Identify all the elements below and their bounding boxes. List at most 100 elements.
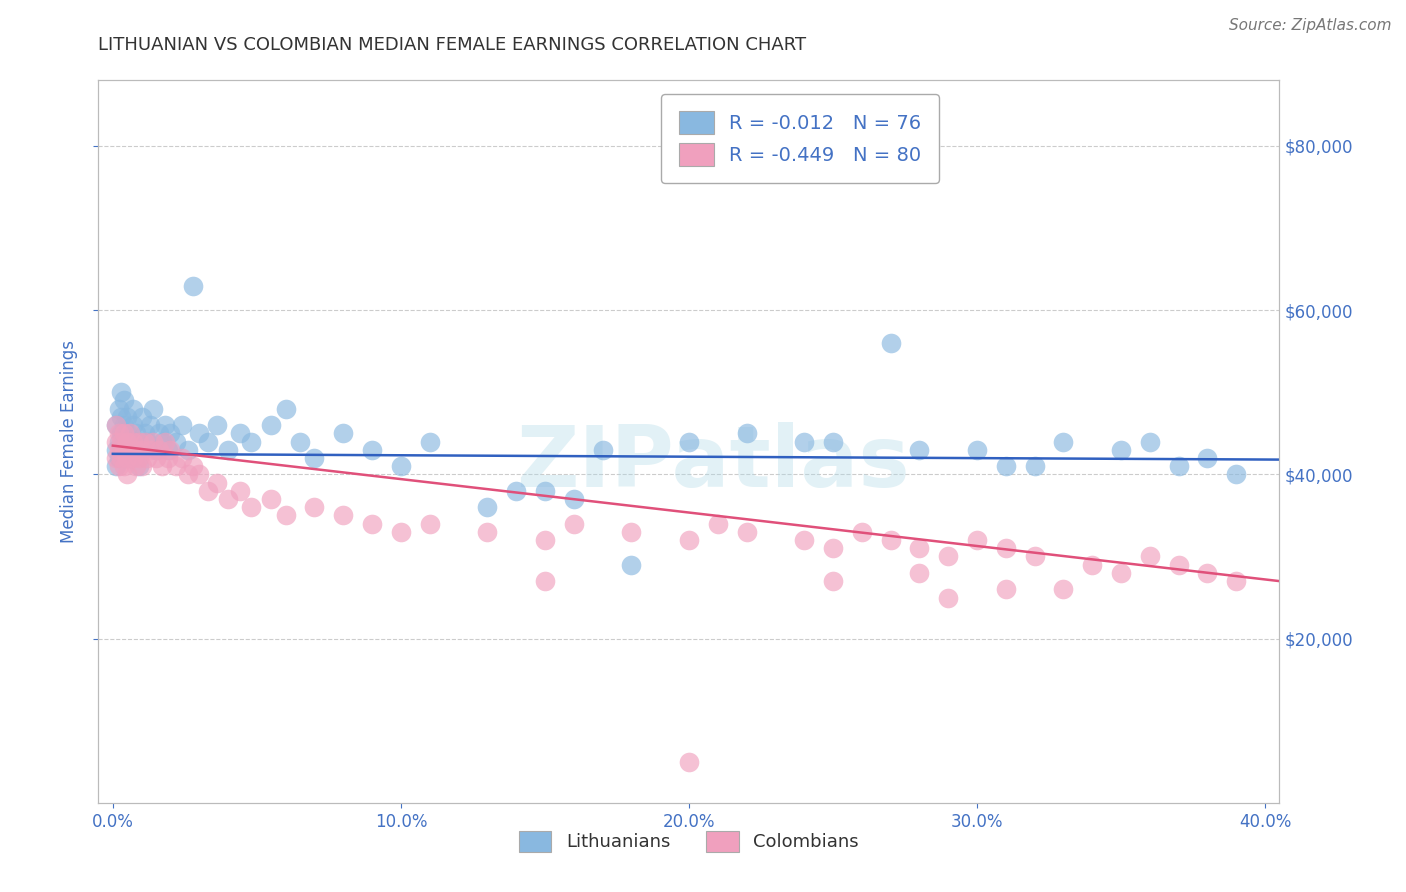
Text: LITHUANIAN VS COLOMBIAN MEDIAN FEMALE EARNINGS CORRELATION CHART: LITHUANIAN VS COLOMBIAN MEDIAN FEMALE EA…: [98, 36, 807, 54]
Point: [735, 426, 758, 441]
Point: [128, 434, 150, 449]
Point: [188, 426, 211, 441]
Point: [994, 459, 1017, 474]
Point: [1052, 434, 1074, 449]
Point: [936, 549, 959, 564]
Point: [134, 426, 156, 441]
Point: [139, 418, 162, 433]
Point: [1109, 566, 1132, 580]
Point: [678, 755, 700, 769]
Point: [562, 491, 585, 506]
Point: [361, 442, 384, 457]
Point: [288, 434, 311, 449]
Point: [153, 418, 176, 433]
Point: [1024, 459, 1046, 474]
Point: [1167, 558, 1189, 572]
Point: [1225, 574, 1247, 588]
Point: [159, 442, 181, 457]
Point: [793, 533, 815, 547]
Point: [1197, 450, 1219, 465]
Point: [156, 442, 179, 457]
Point: [115, 467, 138, 482]
Point: [139, 442, 162, 457]
Point: [419, 516, 441, 531]
Point: [592, 442, 614, 457]
Point: [170, 418, 193, 433]
Point: [678, 533, 700, 547]
Point: [260, 418, 283, 433]
Point: [879, 533, 901, 547]
Point: [197, 434, 219, 449]
Point: [908, 566, 931, 580]
Point: [159, 426, 181, 441]
Point: [148, 426, 170, 441]
Point: [170, 450, 193, 465]
Point: [177, 442, 200, 457]
Point: [112, 442, 135, 457]
Point: [994, 582, 1017, 597]
Point: [165, 434, 187, 449]
Point: [142, 401, 165, 416]
Point: [122, 401, 145, 416]
Point: [706, 516, 728, 531]
Point: [534, 483, 557, 498]
Legend: Lithuanians, Colombians: Lithuanians, Colombians: [512, 823, 866, 859]
Point: [274, 401, 297, 416]
Point: [205, 418, 228, 433]
Point: [104, 418, 127, 433]
Point: [104, 442, 127, 457]
Point: [966, 442, 988, 457]
Point: [332, 426, 354, 441]
Point: [104, 434, 127, 449]
Point: [793, 434, 815, 449]
Point: [994, 541, 1017, 556]
Text: ZIPatlas: ZIPatlas: [516, 422, 910, 505]
Point: [966, 533, 988, 547]
Point: [128, 450, 150, 465]
Point: [125, 442, 148, 457]
Point: [107, 450, 129, 465]
Point: [107, 459, 129, 474]
Point: [304, 500, 326, 515]
Point: [128, 434, 150, 449]
Point: [145, 450, 167, 465]
Point: [228, 483, 250, 498]
Point: [879, 336, 901, 351]
Point: [228, 426, 250, 441]
Point: [110, 450, 132, 465]
Point: [205, 475, 228, 490]
Point: [148, 442, 170, 457]
Point: [735, 524, 758, 539]
Point: [620, 524, 643, 539]
Point: [142, 434, 165, 449]
Point: [183, 278, 205, 293]
Point: [128, 459, 150, 474]
Point: [112, 418, 135, 433]
Point: [361, 516, 384, 531]
Point: [304, 450, 326, 465]
Point: [120, 426, 142, 441]
Point: [217, 442, 239, 457]
Point: [125, 459, 148, 474]
Point: [165, 459, 187, 474]
Point: [145, 442, 167, 457]
Point: [107, 434, 129, 449]
Point: [260, 491, 283, 506]
Point: [120, 442, 142, 457]
Point: [1052, 582, 1074, 597]
Point: [150, 459, 173, 474]
Point: [505, 483, 527, 498]
Point: [1024, 549, 1046, 564]
Point: [112, 393, 135, 408]
Point: [477, 524, 499, 539]
Point: [1225, 467, 1247, 482]
Point: [134, 434, 156, 449]
Point: [115, 442, 138, 457]
Point: [678, 434, 700, 449]
Point: [389, 459, 412, 474]
Point: [851, 524, 873, 539]
Point: [1109, 442, 1132, 457]
Point: [104, 459, 127, 474]
Point: [153, 434, 176, 449]
Point: [821, 434, 844, 449]
